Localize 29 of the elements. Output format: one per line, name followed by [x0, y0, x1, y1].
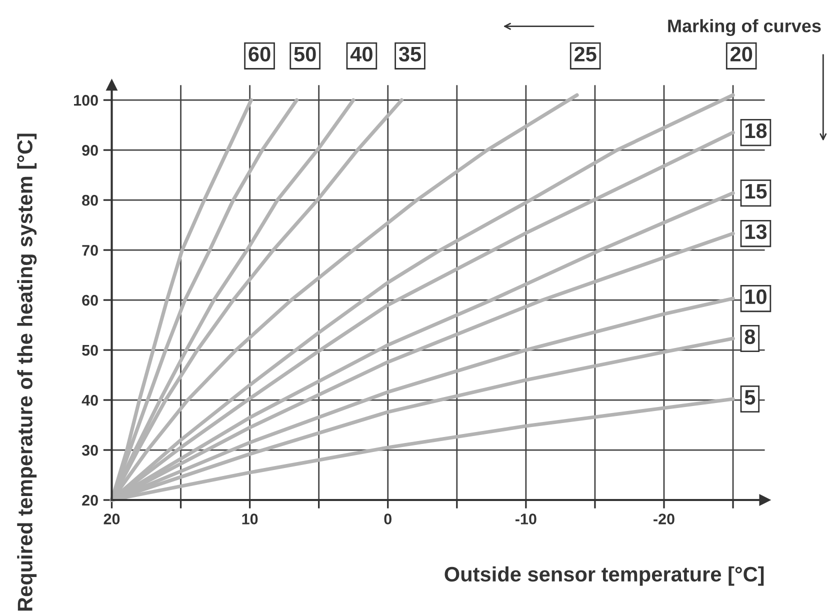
- y-tick-label: 90: [82, 144, 98, 156]
- x-axis-title: Outside sensor temperature [°C]: [444, 566, 764, 586]
- y-tick-label: 50: [82, 344, 98, 356]
- series-label: 13: [745, 224, 767, 240]
- series-label: 5: [744, 390, 756, 405]
- series-label: 50: [294, 46, 316, 62]
- y-tick-label: 40: [82, 394, 98, 406]
- series-label: 8: [744, 329, 756, 344]
- x-tick-label: 10: [242, 514, 258, 524]
- series-label: 35: [398, 46, 422, 62]
- series-label: 60: [248, 46, 270, 62]
- series-label: 20: [730, 46, 752, 62]
- y-tick-label: 70: [82, 244, 98, 256]
- text: Marking of curves: [668, 19, 821, 36]
- y-tick-label: 20: [82, 494, 98, 506]
- series-label: 40: [350, 46, 372, 62]
- x-tick-label: -10: [515, 514, 536, 524]
- y-axis-title: Required temperature of the heating system [°C]: [17, 134, 37, 611]
- x-tick-label: 0: [384, 514, 392, 524]
- y-tick-label: 80: [82, 194, 98, 206]
- x-tick-label: -20: [654, 514, 674, 524]
- series-label: 25: [574, 46, 596, 62]
- series-label: 10: [745, 289, 766, 304]
- series-label: 15: [745, 184, 767, 199]
- y-tick-label: 60: [82, 294, 98, 306]
- series-label: 18: [745, 123, 767, 138]
- y-tick-label: 100: [74, 94, 98, 106]
- y-tick-label: 30: [82, 444, 98, 456]
- x-tick-label: 20: [104, 514, 120, 524]
